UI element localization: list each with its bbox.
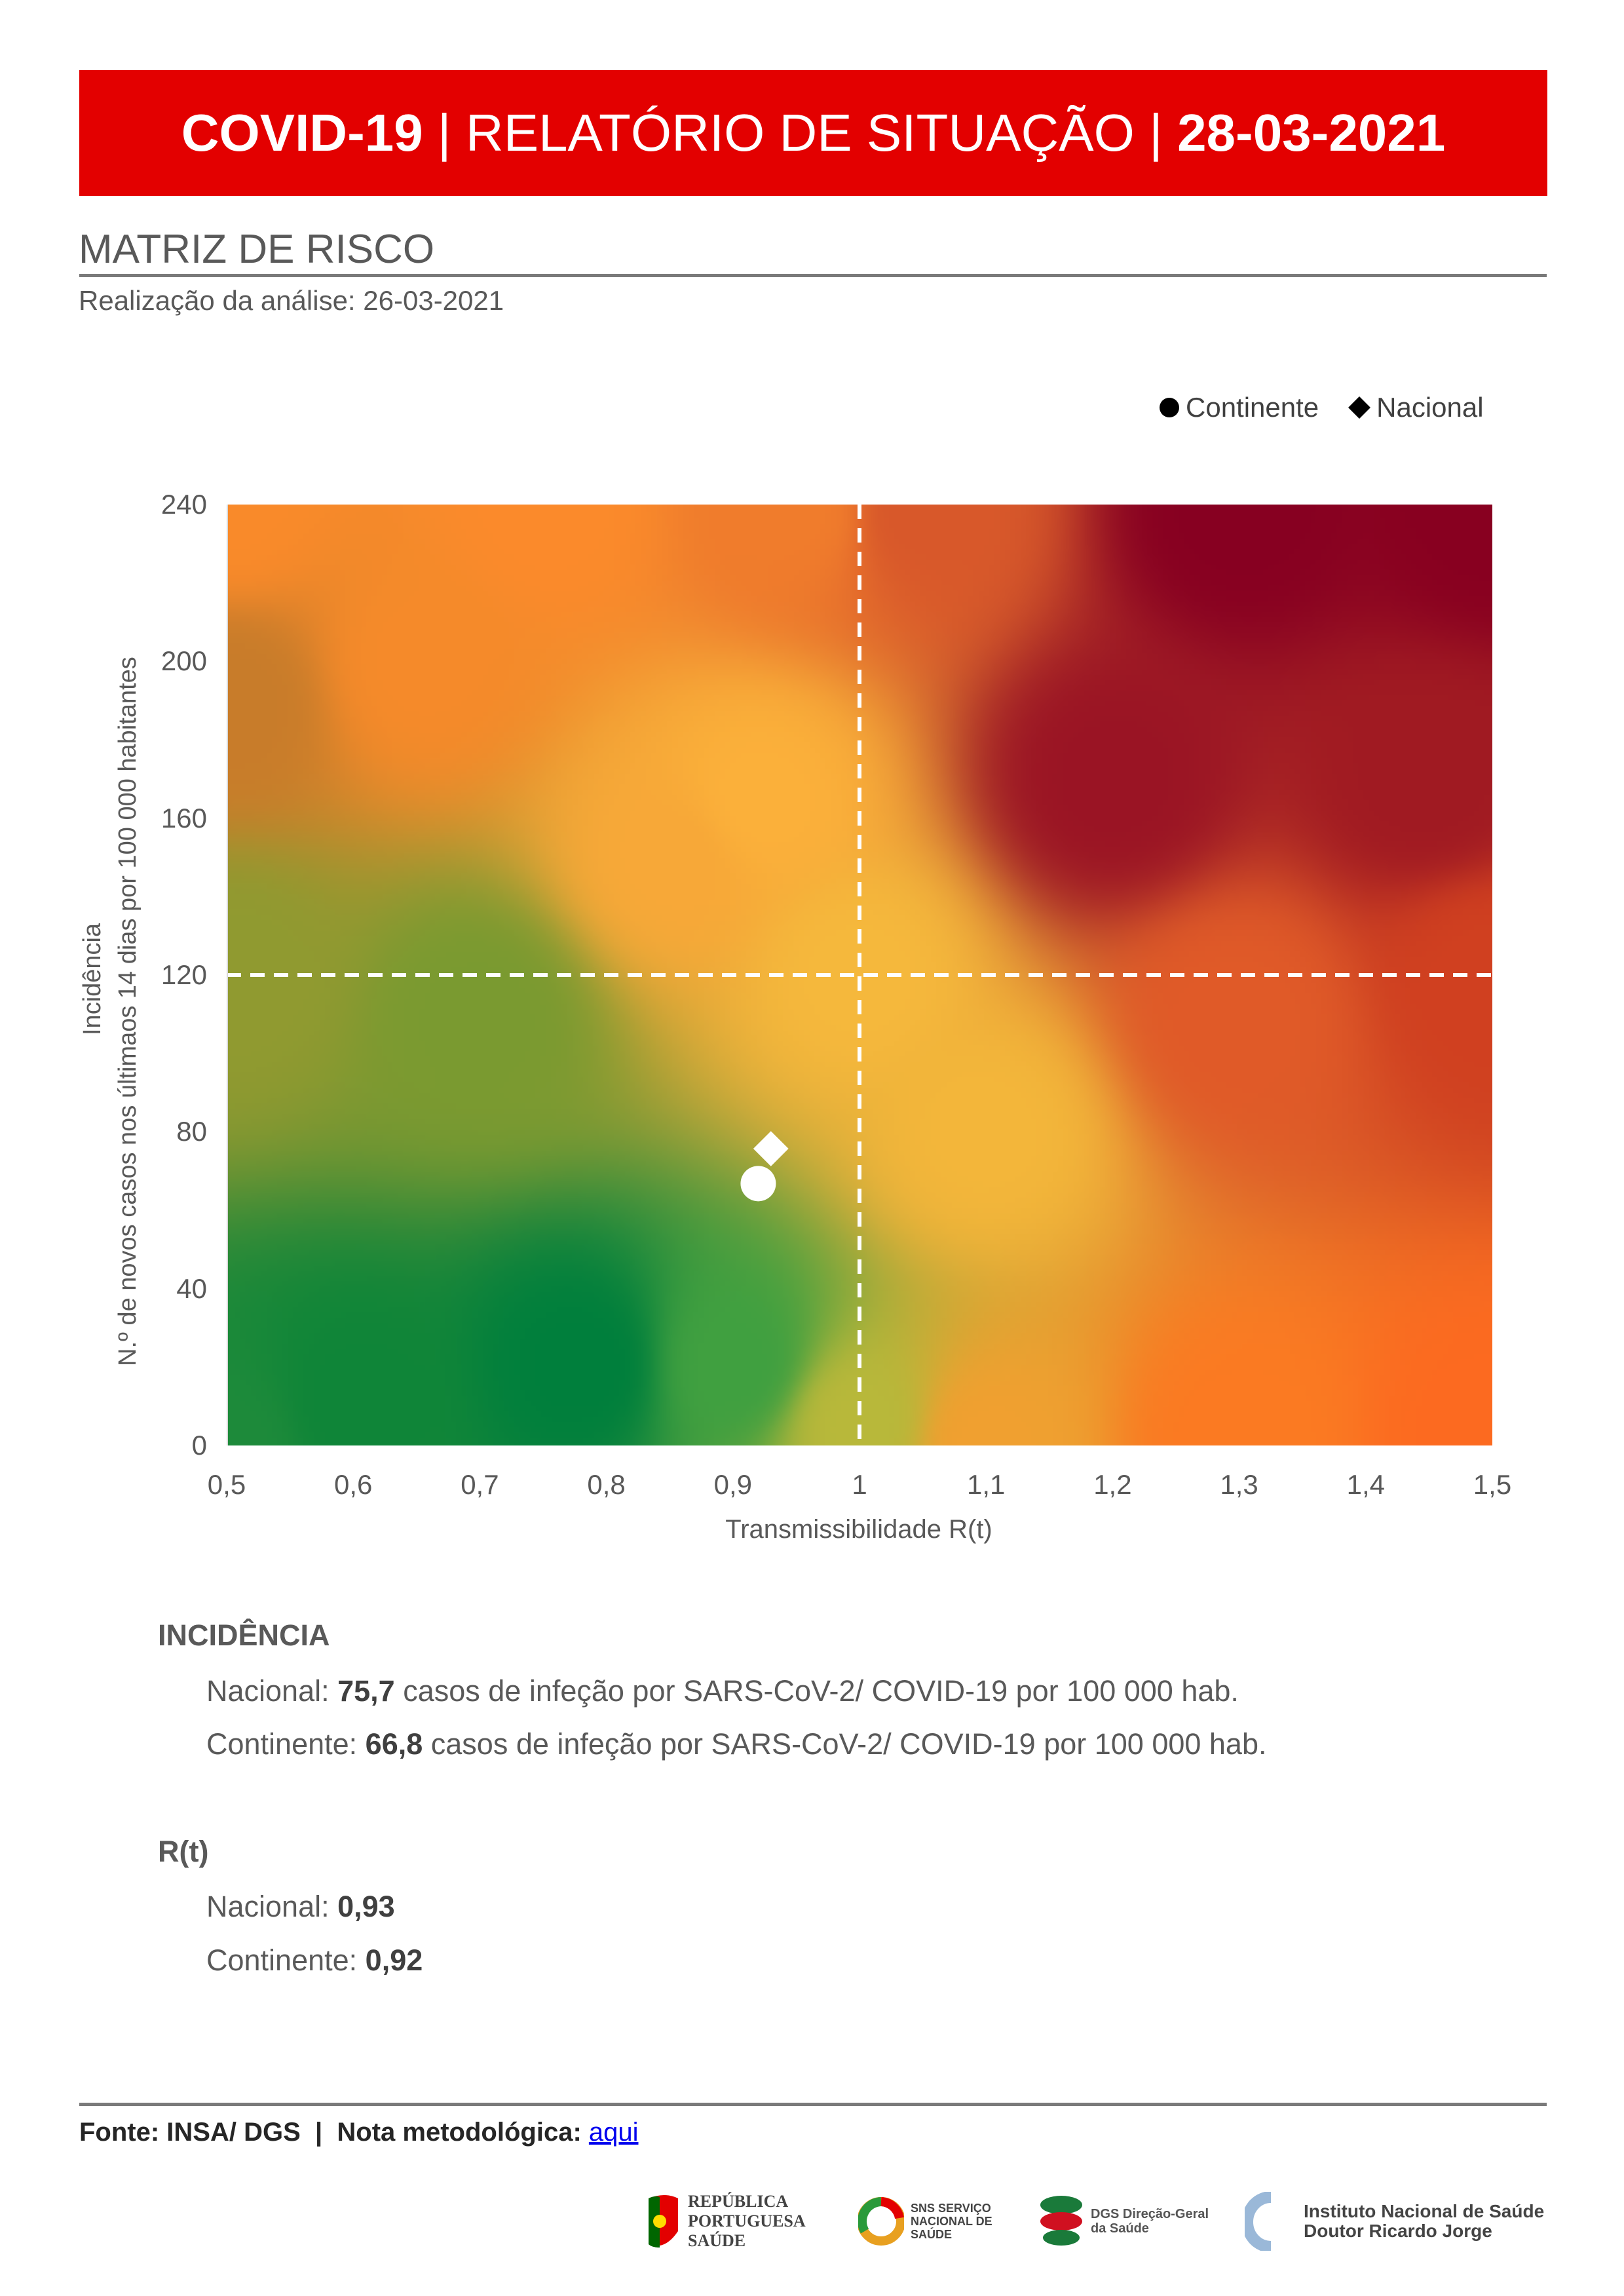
value: 75,7 (337, 1674, 395, 1708)
x-tick-label: 0,9 (713, 1469, 752, 1500)
dgs-icon (1040, 2196, 1082, 2246)
logo-text: SNS SERVIÇO NACIONAL DE SAÚDE (911, 2202, 992, 2241)
x-tick-label: 1,3 (1220, 1469, 1258, 1500)
logo-sns: SNS SERVIÇO NACIONAL DE SAÚDE (858, 2182, 1025, 2261)
header-covid: COVID-19 (181, 104, 423, 162)
x-tick-label: 1,2 (1093, 1469, 1132, 1500)
logo-insa: Instituto Nacional de Saúde Doutor Ricar… (1245, 2182, 1553, 2261)
label: Nacional: (206, 1674, 338, 1708)
incidencia-heading: INCIDÊNCIA (158, 1618, 330, 1652)
report-header: COVID-19 | RELATÓRIO DE SITUAÇÃO | 28-03… (79, 70, 1547, 196)
x-tick-label: 0,5 (207, 1469, 246, 1500)
header-sep: | (423, 104, 466, 162)
plot-overlay (227, 505, 1492, 1445)
sns-icon (858, 2197, 904, 2246)
x-tick-label: 1,1 (966, 1469, 1006, 1500)
y-tick-label: 40 (176, 1272, 207, 1304)
value: 66,8 (365, 1727, 423, 1761)
x-tick-label: 1,5 (1473, 1469, 1512, 1500)
risk-matrix-plot (227, 505, 1492, 1445)
x-tick-label: 0,8 (587, 1469, 626, 1500)
chart-legend: Continente Nacional (1160, 392, 1484, 423)
divider (79, 274, 1547, 277)
y-tick-label: 0 (191, 1430, 207, 1461)
header-report: RELATÓRIO DE SITUAÇÃO (465, 104, 1135, 162)
logo-text: Instituto Nacional de Saúde Doutor Ricar… (1304, 2201, 1545, 2241)
y-tick-label: 120 (161, 959, 207, 990)
logo-text: REPÚBLICA PORTUGUESA SAÚDE (688, 2192, 805, 2250)
insa-icon (1245, 2192, 1272, 2251)
legend-label: Nacional (1376, 392, 1484, 423)
header-sep: | (1134, 104, 1178, 162)
value: 0,92 (365, 1943, 423, 1977)
footer-divider (79, 2103, 1547, 2106)
y-tick-label: 160 (161, 802, 207, 833)
rt-heading: R(t) (158, 1835, 209, 1868)
logo-republica-portuguesa: REPÚBLICA PORTUGUESA SAÚDE (645, 2182, 845, 2261)
y-axis-label-1: Incidência (79, 923, 106, 1035)
flag-icon (649, 2195, 678, 2248)
label: Continente: (206, 1943, 366, 1977)
incidencia-continente: Continente: 66,8 casos de infeção por SA… (206, 1727, 1266, 1761)
x-tick-label: 1,4 (1346, 1469, 1385, 1500)
analysis-date: Realização da análise: 26-03-2021 (79, 285, 504, 316)
header-date: 28-03-2021 (1177, 104, 1446, 162)
x-axis-label: Transmissibilidade R(t) (725, 1515, 992, 1544)
text: casos de infeção por SARS-CoV-2/ COVID-1… (394, 1674, 1239, 1708)
rt-continente: Continente: 0,92 (206, 1943, 423, 1978)
y-tick-label: 200 (161, 645, 207, 677)
incidencia-nacional: Nacional: 75,7 casos de infeção por SARS… (206, 1674, 1239, 1708)
value: 0,93 (337, 1890, 395, 1923)
legend-nacional: Nacional (1348, 392, 1484, 423)
y-tick-label: 80 (176, 1116, 207, 1147)
legend-continente: Continente (1160, 392, 1319, 423)
label: Nacional: (206, 1890, 338, 1923)
legend-label: Continente (1186, 392, 1319, 423)
y-axis-label-2: N.º de novos casos nos últimaos 14 dias … (114, 657, 142, 1366)
text: casos de infeção por SARS-CoV-2/ COVID-1… (423, 1727, 1267, 1761)
source-text: Fonte: INSA/ DGS | Nota metodológica: (79, 2118, 589, 2147)
circle-icon (1160, 398, 1179, 417)
rt-nacional: Nacional: 0,93 (206, 1890, 395, 1924)
methodology-link[interactable]: aqui (588, 2118, 639, 2147)
section-title: MATRIZ DE RISCO (79, 227, 435, 272)
label: Continente: (206, 1727, 366, 1761)
y-tick-label: 240 (161, 489, 207, 520)
logo-dgs: DGS Direção-Geral da Saúde (1038, 2182, 1228, 2261)
x-tick-label: 0,7 (461, 1469, 499, 1500)
x-tick-label: 1 (852, 1469, 867, 1500)
diamond-icon (1348, 396, 1371, 419)
point-continente (740, 1166, 776, 1202)
point-nacional (753, 1131, 789, 1166)
x-tick-label: 0,6 (333, 1469, 373, 1500)
footer-source: Fonte: INSA/ DGS | Nota metodológica: aq… (79, 2118, 639, 2147)
logo-text: DGS Direção-Geral da Saúde (1091, 2207, 1209, 2236)
